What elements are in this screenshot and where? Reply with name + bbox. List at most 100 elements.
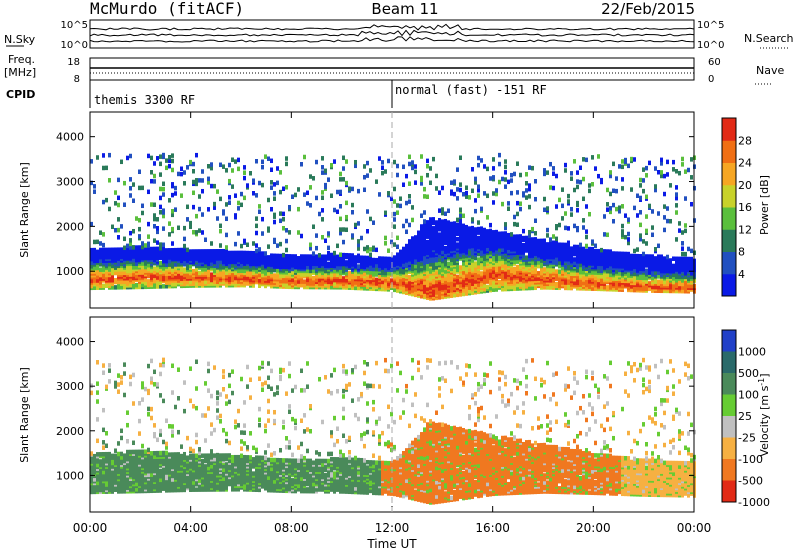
power-cell [477,162,480,168]
power-cell [339,227,342,232]
power-cell [558,269,561,274]
power-cell [210,275,213,281]
power-cell [543,168,546,173]
power-cell [525,195,528,200]
power-cell [489,271,492,277]
power-cell [393,211,396,217]
power-cell [576,170,579,175]
power-cell [177,247,180,253]
power-cell [627,240,630,246]
power-cell [135,282,138,288]
power-cell [339,177,342,182]
power-cell [441,185,444,191]
power-cell [453,191,456,197]
power-cell [108,206,111,212]
power-cell [198,252,201,258]
power-cell [666,172,669,177]
power-cell [477,226,480,232]
power-cell [501,286,504,292]
power-cell [576,244,579,250]
power-cell [492,166,495,171]
power-cell [444,240,447,245]
power-cell [168,198,171,203]
power-cell [96,274,99,280]
power-cell [234,279,237,284]
power-cell [276,166,279,171]
power-cell [162,181,165,187]
power-cell [546,270,549,276]
power-cell [162,284,165,289]
power-cell [288,254,291,259]
power-cell [168,265,171,271]
power-cell [249,171,252,176]
power-cell [630,187,633,192]
power-cell [438,218,441,223]
power-cell [258,204,261,209]
power-cell [273,273,276,278]
power-cell [669,283,672,288]
power-cell [162,152,165,158]
power-cell [507,201,510,206]
power-cell [255,223,258,229]
power-cell [573,244,576,250]
power-cell [477,260,480,266]
power-cell [390,239,393,245]
power-cell [351,262,354,267]
power-cell [171,267,174,273]
power-cell [654,187,657,193]
power-cell [327,283,330,288]
power-cell [105,270,108,276]
power-cell [246,183,249,188]
power-cell [279,253,282,259]
power-cell [501,176,504,182]
power-cell [192,161,195,167]
power-cell [462,192,465,197]
power-cell [519,201,522,206]
power-cell [615,188,618,194]
power-cell [165,253,168,259]
power-cell [345,159,348,164]
power-cell [585,157,588,163]
power-cell [486,193,489,199]
power-cell [138,234,141,239]
power-cell [591,155,594,160]
power-cell [609,209,612,215]
power-cell [603,214,606,219]
power-cell [456,167,459,172]
power-cell [645,165,648,171]
power-cell [408,260,411,266]
power-cell [570,258,573,264]
power-cell [141,241,144,246]
power-cell [129,265,132,270]
power-cell [102,153,105,158]
nsky-tick-bottom: 10^0 [61,40,88,51]
power-cell [138,185,141,191]
power-cell [213,249,216,254]
power-cell [171,226,174,232]
power-cell [633,271,636,277]
power-cell [297,273,300,279]
power-cell [219,228,222,234]
power-cell [534,196,537,202]
power-cell [183,262,186,267]
power-cell [444,218,447,224]
power-cell [213,268,216,274]
power-cell [393,258,396,264]
power-cell [438,291,441,297]
power-cell [675,256,678,262]
power-cell [195,213,198,219]
power-cell [471,285,474,290]
power-cell [438,232,441,237]
power-cell [363,255,366,261]
power-cell [432,156,435,162]
power-cell [306,272,309,277]
power-cell [546,227,549,233]
power-cell [255,248,258,254]
power-cell [183,236,186,242]
power-cell [243,238,246,244]
power-cell [177,269,180,274]
power-cell [651,288,654,293]
power-cell [216,216,219,221]
power-cell [426,164,429,169]
power-cell [177,225,180,231]
